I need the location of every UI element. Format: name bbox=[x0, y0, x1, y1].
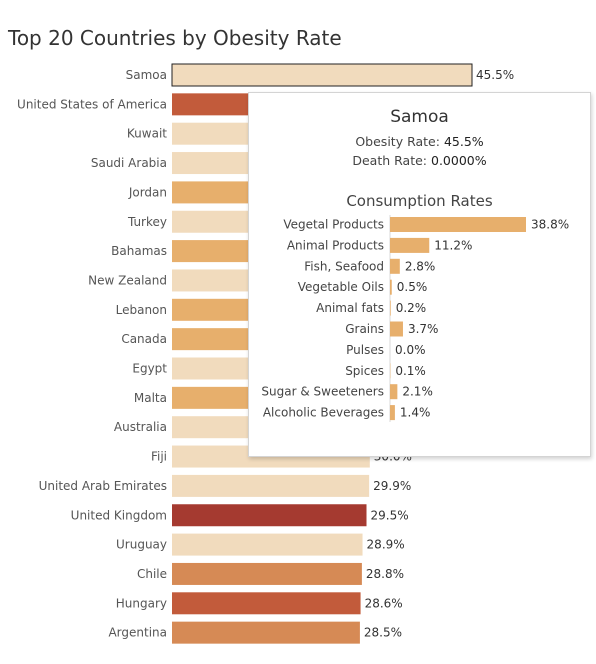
category-label: Hungary bbox=[116, 596, 167, 610]
consumption-category-label: Vegetable Oils bbox=[298, 280, 384, 294]
category-label: Turkey bbox=[127, 215, 167, 229]
tooltip-obesity-value: 45.5% bbox=[443, 134, 484, 149]
consumption-bar bbox=[390, 237, 430, 253]
consumption-category-label: Grains bbox=[345, 322, 384, 336]
bar[interactable] bbox=[172, 592, 361, 615]
bar-value-label: 29.5% bbox=[371, 508, 409, 522]
consumption-bar bbox=[390, 384, 398, 400]
chart-title: Top 20 Countries by Obesity Rate bbox=[8, 26, 342, 50]
consumption-value-label: 2.8% bbox=[405, 259, 436, 273]
consumption-category-label: Spices bbox=[345, 364, 384, 378]
consumption-value-label: 11.2% bbox=[434, 238, 472, 252]
bar[interactable] bbox=[172, 533, 363, 556]
tooltip-country: Samoa bbox=[390, 107, 449, 127]
consumption-value-label: 1.4% bbox=[400, 406, 431, 420]
consumption-title: Consumption Rates bbox=[346, 192, 493, 210]
consumption-bar bbox=[390, 300, 391, 316]
category-label: United States of America bbox=[17, 97, 167, 111]
consumption-bar-chart: Vegetal Products 38.8% Animal Products 11.2… bbox=[261, 215, 569, 422]
consumption-value-label: 0.5% bbox=[397, 280, 428, 294]
consumption-category-label: Vegetal Products bbox=[283, 218, 384, 232]
bar-value-label: 28.6% bbox=[365, 596, 403, 610]
consumption-value-label: 3.7% bbox=[408, 322, 439, 336]
tooltip-panel: Samoa Obesity Rate: 45.5% Death Rate: 0.… bbox=[248, 92, 591, 457]
bar[interactable] bbox=[172, 621, 360, 644]
bar-value-label: 28.5% bbox=[364, 626, 402, 640]
bar-value-label: 28.9% bbox=[367, 538, 405, 552]
category-label: United Arab Emirates bbox=[39, 479, 167, 493]
bar[interactable] bbox=[172, 562, 362, 585]
category-label: Jordan bbox=[128, 185, 167, 199]
category-label: Lebanon bbox=[116, 303, 167, 317]
consumption-value-label: 2.1% bbox=[402, 385, 433, 399]
consumption-category-label: Animal Products bbox=[287, 238, 384, 252]
bar-value-label: 28.8% bbox=[366, 567, 404, 581]
category-label: Fiji bbox=[151, 450, 167, 464]
consumption-bar bbox=[390, 258, 400, 274]
consumption-category-label: Alcoholic Beverages bbox=[263, 406, 384, 420]
tooltip-death-label: Death Rate: bbox=[352, 153, 428, 168]
tooltip-death-value: 0.0000% bbox=[431, 153, 487, 168]
bar[interactable] bbox=[171, 63, 473, 87]
category-label: Chile bbox=[137, 567, 167, 581]
category-label: Malta bbox=[134, 391, 167, 405]
consumption-value-label: 0.2% bbox=[396, 301, 427, 315]
tooltip-obesity-rate: Obesity Rate: 45.5% bbox=[249, 134, 590, 149]
bar-value-label: 45.5% bbox=[476, 68, 514, 82]
consumption-bar bbox=[390, 217, 526, 232]
consumption-category-label: Pulses bbox=[346, 343, 384, 357]
category-label: New Zealand bbox=[88, 273, 167, 287]
consumption-bar bbox=[390, 405, 395, 421]
consumption-category-label: Fish, Seafood bbox=[304, 259, 384, 273]
consumption-value-label: 38.8% bbox=[531, 218, 569, 232]
bar[interactable] bbox=[172, 474, 370, 497]
category-label: Samoa bbox=[126, 68, 167, 82]
category-label: Australia bbox=[114, 420, 167, 434]
bar[interactable] bbox=[172, 504, 367, 527]
consumption-bar bbox=[390, 321, 403, 337]
consumption-category-label: Animal fats bbox=[316, 301, 384, 315]
tooltip-death-rate: Death Rate: 0.0000% bbox=[249, 153, 590, 168]
category-label: Uruguay bbox=[116, 538, 167, 552]
category-label: Bahamas bbox=[111, 244, 167, 258]
category-label: Canada bbox=[121, 332, 167, 346]
category-label: United Kingdom bbox=[71, 508, 167, 522]
category-label: Argentina bbox=[108, 626, 167, 640]
bar-value-label: 29.9% bbox=[373, 479, 411, 493]
consumption-value-label: 0.0% bbox=[395, 343, 426, 357]
consumption-bar bbox=[390, 279, 392, 295]
category-label: Kuwait bbox=[127, 127, 167, 141]
consumption-value-label: 0.1% bbox=[395, 364, 426, 378]
category-label: Egypt bbox=[132, 362, 167, 376]
category-label: Saudi Arabia bbox=[91, 156, 167, 170]
tooltip-obesity-label: Obesity Rate: bbox=[355, 134, 440, 149]
consumption-category-label: Sugar & Sweeteners bbox=[261, 385, 384, 399]
